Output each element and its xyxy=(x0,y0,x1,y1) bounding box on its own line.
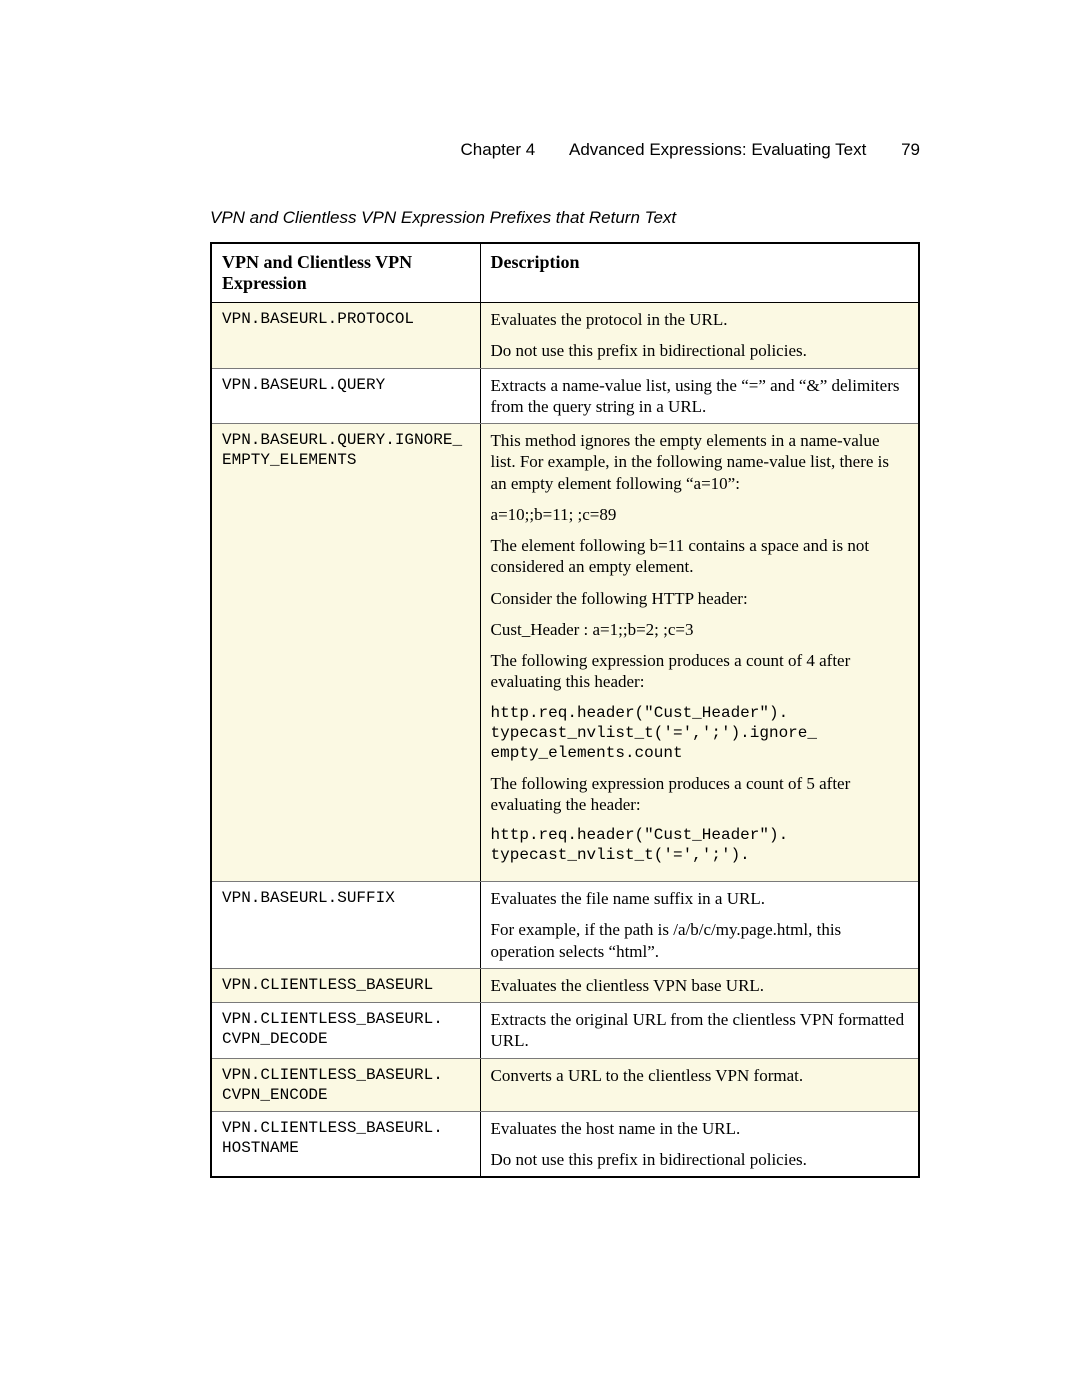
description-cell: Extracts a name-value list, using the “=… xyxy=(480,368,919,424)
table-row: VPN.BASEURL.SUFFIX Evaluates the file nam… xyxy=(211,882,919,969)
page-header: Chapter 4 Advanced Expressions: Evaluati… xyxy=(210,140,920,160)
description-text: Extracts the original URL from the clien… xyxy=(491,1009,908,1052)
expression-cell: VPN.BASEURL.QUERY xyxy=(211,368,480,424)
description-cell: Evaluates the clientless VPN base URL. xyxy=(480,968,919,1002)
description-cell: This method ignores the empty elements i… xyxy=(480,424,919,882)
description-cell: Evaluates the host name in the URL. Do no… xyxy=(480,1111,919,1177)
code-block: http.req.header("Cust_Header"). typecast… xyxy=(491,703,908,763)
expression-cell: VPN.CLIENTLESS_BASEURL xyxy=(211,968,480,1002)
description-text: Evaluates the host name in the URL. xyxy=(491,1118,908,1139)
description-text: Evaluates the file name suffix in a URL. xyxy=(491,888,908,909)
table-row: VPN.CLIENTLESS_BASEURL Evaluates the clie… xyxy=(211,968,919,1002)
table-body: VPN.BASEURL.PROTOCOL Evaluates the protoc… xyxy=(211,303,919,1178)
document-page: Chapter 4 Advanced Expressions: Evaluati… xyxy=(0,0,1080,1278)
expression-cell: VPN.CLIENTLESS_BASEURL. HOSTNAME xyxy=(211,1111,480,1177)
description-text: Evaluates the clientless VPN base URL. xyxy=(491,975,908,996)
description-text: Do not use this prefix in bidirectional … xyxy=(491,340,908,361)
table-row: VPN.BASEURL.QUERY Extracts a name-value l… xyxy=(211,368,919,424)
expression-text: VPN.BASEURL.QUERY.IGNORE_ EMPTY_ELEMENTS xyxy=(222,430,470,470)
table-caption: VPN and Clientless VPN Expression Prefix… xyxy=(210,208,920,228)
table-row: VPN.CLIENTLESS_BASEURL. CVPN_DECODE Extra… xyxy=(211,1003,919,1059)
description-text: Cust_Header : a=1;;b=2; ;c=3 xyxy=(491,619,908,640)
description-text: Consider the following HTTP header: xyxy=(491,588,908,609)
description-text: For example, if the path is /a/b/c/my.pa… xyxy=(491,919,908,962)
page-number: 79 xyxy=(901,140,920,159)
description-cell: Evaluates the file name suffix in a URL.… xyxy=(480,882,919,969)
description-text: This method ignores the empty elements i… xyxy=(491,430,908,494)
expression-text: VPN.CLIENTLESS_BASEURL. HOSTNAME xyxy=(222,1118,470,1158)
table-row: VPN.BASEURL.QUERY.IGNORE_ EMPTY_ELEMENTS… xyxy=(211,424,919,882)
table-header-row: VPN and Clientless VPN Expression Descri… xyxy=(211,243,919,303)
description-text: Converts a URL to the clientless VPN for… xyxy=(491,1065,908,1086)
expression-table: VPN and Clientless VPN Expression Descri… xyxy=(210,242,920,1178)
description-text: The element following b=11 contains a sp… xyxy=(491,535,908,578)
description-cell: Converts a URL to the clientless VPN for… xyxy=(480,1058,919,1111)
expression-cell: VPN.BASEURL.QUERY.IGNORE_ EMPTY_ELEMENTS xyxy=(211,424,480,882)
expression-cell: VPN.BASEURL.SUFFIX xyxy=(211,882,480,969)
description-text: a=10;;b=11; ;c=89 xyxy=(491,504,908,525)
expression-text: VPN.BASEURL.QUERY xyxy=(222,375,470,395)
table-row: VPN.CLIENTLESS_BASEURL. CVPN_ENCODE Conve… xyxy=(211,1058,919,1111)
col-header-expression: VPN and Clientless VPN Expression xyxy=(211,243,480,303)
expression-text: VPN.CLIENTLESS_BASEURL. CVPN_DECODE xyxy=(222,1009,470,1049)
chapter-label: Chapter 4 xyxy=(461,140,536,159)
col-header-description: Description xyxy=(480,243,919,303)
expression-cell: VPN.CLIENTLESS_BASEURL. CVPN_DECODE xyxy=(211,1003,480,1059)
description-text: The following expression produces a coun… xyxy=(491,650,908,693)
description-cell: Extracts the original URL from the clien… xyxy=(480,1003,919,1059)
expression-cell: VPN.BASEURL.PROTOCOL xyxy=(211,303,480,369)
description-text: Evaluates the protocol in the URL. xyxy=(491,309,908,330)
expression-text: VPN.BASEURL.PROTOCOL xyxy=(222,309,470,329)
table-row: VPN.BASEURL.PROTOCOL Evaluates the protoc… xyxy=(211,303,919,369)
expression-text: VPN.BASEURL.SUFFIX xyxy=(222,888,470,908)
description-text: Extracts a name-value list, using the “=… xyxy=(491,375,908,418)
expression-cell: VPN.CLIENTLESS_BASEURL. CVPN_ENCODE xyxy=(211,1058,480,1111)
code-block: http.req.header("Cust_Header"). typecast… xyxy=(491,825,908,865)
expression-text: VPN.CLIENTLESS_BASEURL xyxy=(222,975,470,995)
description-text: The following expression produces a coun… xyxy=(491,773,908,816)
chapter-title: Advanced Expressions: Evaluating Text xyxy=(569,140,866,159)
description-text: Do not use this prefix in bidirectional … xyxy=(491,1149,908,1170)
expression-text: VPN.CLIENTLESS_BASEURL. CVPN_ENCODE xyxy=(222,1065,470,1105)
table-row: VPN.CLIENTLESS_BASEURL. HOSTNAMEEvaluate… xyxy=(211,1111,919,1177)
description-cell: Evaluates the protocol in the URL. Do not… xyxy=(480,303,919,369)
